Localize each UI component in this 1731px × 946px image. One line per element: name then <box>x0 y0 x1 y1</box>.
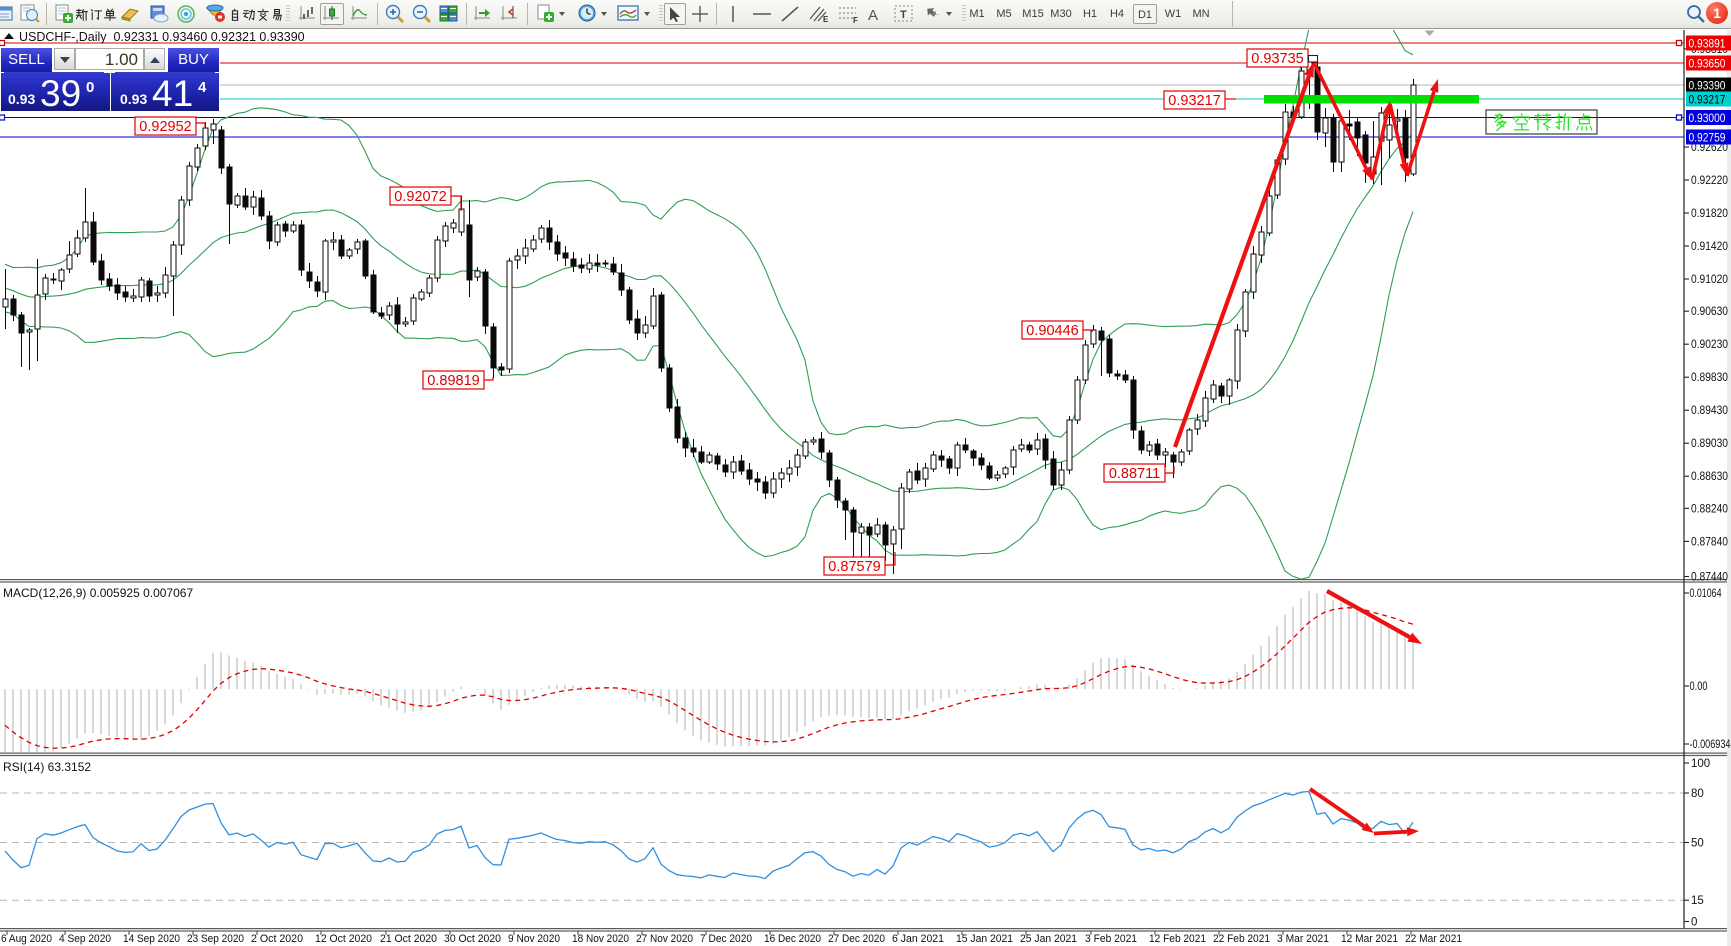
svg-text:0.88240: 0.88240 <box>1691 503 1728 515</box>
svg-text:0.93735: 0.93735 <box>1251 51 1303 67</box>
svg-text:80: 80 <box>1691 788 1704 800</box>
svg-text:0.00: 0.00 <box>1690 681 1708 693</box>
svg-text:0.93000: 0.93000 <box>1689 113 1726 125</box>
svg-text:16 Dec 2020: 16 Dec 2020 <box>764 933 821 945</box>
svg-text:0.91420: 0.91420 <box>1691 241 1728 253</box>
svg-text:0.92620: 0.92620 <box>1691 142 1728 154</box>
svg-text:USDCHF-,Daily 0.92331 0.93460: USDCHF-,Daily 0.92331 0.93460 0.92321 0.… <box>19 30 305 44</box>
svg-text:0.89819: 0.89819 <box>427 373 479 389</box>
svg-text:0.90230: 0.90230 <box>1691 339 1728 351</box>
svg-text:RSI(14) 63.3152: RSI(14) 63.3152 <box>3 760 91 774</box>
svg-text:0.92759: 0.92759 <box>1689 133 1726 145</box>
svg-text:0.93891: 0.93891 <box>1689 39 1726 51</box>
svg-text:-0.006934: -0.006934 <box>1690 739 1731 751</box>
svg-text:0.93390: 0.93390 <box>1689 81 1726 93</box>
svg-text:23 Sep 2020: 23 Sep 2020 <box>187 933 244 945</box>
svg-text:0.87579: 0.87579 <box>828 559 880 575</box>
svg-text:6 Jan 2021: 6 Jan 2021 <box>892 933 944 945</box>
svg-text:4 Sep 2020: 4 Sep 2020 <box>59 933 111 945</box>
svg-text:9 Nov 2020: 9 Nov 2020 <box>508 933 560 945</box>
svg-text:30 Oct 2020: 30 Oct 2020 <box>444 933 501 945</box>
svg-text:22 Mar 2021: 22 Mar 2021 <box>1405 933 1462 945</box>
svg-text:0.91820: 0.91820 <box>1691 208 1728 220</box>
svg-text:12 Mar 2021: 12 Mar 2021 <box>1341 933 1398 945</box>
svg-text:0.87840: 0.87840 <box>1691 536 1728 548</box>
svg-text:0.92220: 0.92220 <box>1691 175 1728 187</box>
svg-text:0.87440: 0.87440 <box>1691 572 1728 584</box>
svg-text:12 Oct 2020: 12 Oct 2020 <box>315 933 372 945</box>
svg-text:0.92952: 0.92952 <box>139 119 191 135</box>
svg-text:0.89430: 0.89430 <box>1691 405 1728 417</box>
svg-text:0.90630: 0.90630 <box>1691 306 1728 318</box>
svg-text:12 Feb 2021: 12 Feb 2021 <box>1149 933 1206 945</box>
svg-text:27 Nov 2020: 27 Nov 2020 <box>636 933 693 945</box>
svg-text:22 Feb 2021: 22 Feb 2021 <box>1213 933 1270 945</box>
svg-text:0.88630: 0.88630 <box>1691 471 1728 483</box>
svg-text:15 Jan 2021: 15 Jan 2021 <box>956 933 1013 945</box>
svg-text:0.89030: 0.89030 <box>1691 438 1728 450</box>
svg-text:0.88711: 0.88711 <box>1109 466 1160 482</box>
svg-text:27 Dec 2020: 27 Dec 2020 <box>828 933 885 945</box>
svg-text:0.01064: 0.01064 <box>1690 588 1722 600</box>
svg-text:0: 0 <box>1691 917 1697 929</box>
svg-text:0.93650: 0.93650 <box>1689 59 1726 71</box>
svg-text:7 Dec 2020: 7 Dec 2020 <box>700 933 752 945</box>
svg-text:18 Nov 2020: 18 Nov 2020 <box>572 933 629 945</box>
svg-text:21 Oct 2020: 21 Oct 2020 <box>380 933 437 945</box>
svg-text:E: E <box>823 15 829 23</box>
svg-text:3 Feb 2021: 3 Feb 2021 <box>1085 933 1137 945</box>
svg-text:50: 50 <box>1691 838 1704 850</box>
svg-text:MACD(12,26,9) 0.005925 0.00706: MACD(12,26,9) 0.005925 0.007067 <box>3 586 193 600</box>
svg-text:2 Oct 2020: 2 Oct 2020 <box>251 933 303 945</box>
svg-text:0.89830: 0.89830 <box>1691 372 1728 384</box>
svg-text:6 Aug 2020: 6 Aug 2020 <box>1 933 52 945</box>
svg-text:T: T <box>900 9 907 21</box>
svg-text:14 Sep 2020: 14 Sep 2020 <box>123 933 180 945</box>
svg-text:0.91020: 0.91020 <box>1691 274 1728 286</box>
svg-text:25 Jan 2021: 25 Jan 2021 <box>1020 933 1077 945</box>
svg-text:0.93217: 0.93217 <box>1689 95 1726 107</box>
svg-text:0.90446: 0.90446 <box>1026 323 1078 339</box>
svg-text:3 Mar 2021: 3 Mar 2021 <box>1277 933 1329 945</box>
svg-text:100: 100 <box>1691 758 1710 770</box>
svg-text:F: F <box>853 16 858 23</box>
svg-text:0.92072: 0.92072 <box>394 189 446 205</box>
svg-text:15: 15 <box>1691 895 1704 907</box>
svg-text:0.93217: 0.93217 <box>1168 93 1220 109</box>
